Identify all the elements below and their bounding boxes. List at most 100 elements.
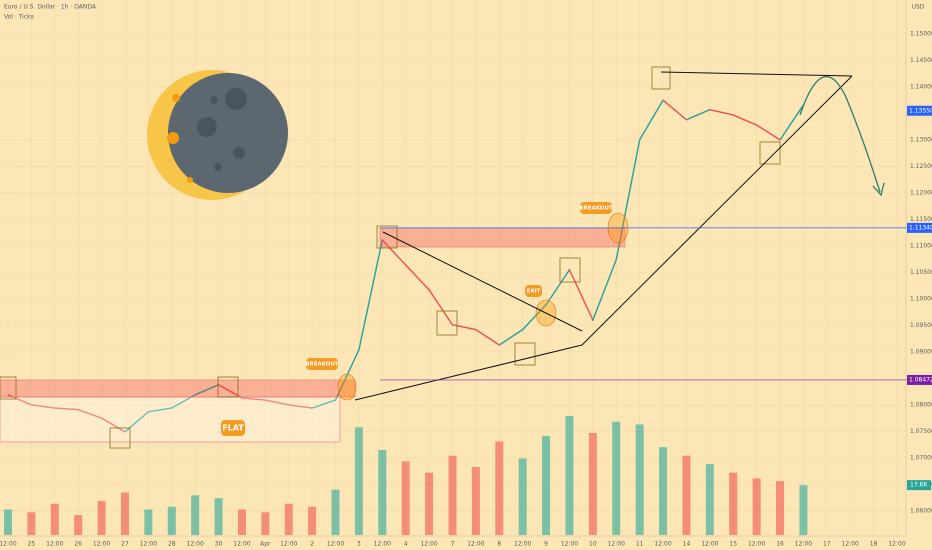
volume-bar <box>705 464 714 535</box>
price-segment <box>405 264 430 291</box>
x-tick-label: 12:00 <box>187 541 204 548</box>
volume-bar <box>635 424 644 535</box>
volume-bar <box>214 498 223 535</box>
price-segment <box>288 404 313 409</box>
price-segment <box>639 99 664 141</box>
last-price-label: 1.13550 <box>909 107 932 114</box>
annotation: FLAT <box>222 424 244 433</box>
price-segment <box>311 399 336 409</box>
volume-bar <box>799 485 808 535</box>
title: Euro / U.S. Dollar · 1h · OANDA <box>4 4 97 11</box>
price-segment <box>358 239 384 350</box>
x-tick-label: 28 <box>168 541 176 548</box>
subtitle: Vol · Ticks <box>4 14 34 21</box>
price-segment <box>77 408 102 419</box>
x-tick-label: 12:00 <box>701 541 718 548</box>
x-tick-label: 8 <box>497 541 501 548</box>
x-tick-label: 12:00 <box>420 541 437 548</box>
x-tick-label: 12:00 <box>795 541 812 548</box>
tag-bg <box>580 202 612 214</box>
volume-label: 17.6K <box>910 482 928 489</box>
x-tick-label: 30 <box>215 541 223 548</box>
volume-bar <box>308 506 317 535</box>
y-tick-label: 1.14500 <box>910 57 932 64</box>
volume-bar <box>284 503 293 535</box>
volume-badge <box>907 480 931 491</box>
x-tick-label: 2 <box>310 541 314 548</box>
x-tick-label: 12:00 <box>140 541 157 548</box>
volume-bar <box>425 472 434 535</box>
volume-bar <box>167 506 176 535</box>
y-tick-label: 1.10000 <box>910 295 932 302</box>
volume-bar <box>401 461 410 535</box>
price-segment <box>265 399 289 406</box>
price-segment <box>334 349 360 401</box>
x-tick-label: 14 <box>683 541 691 548</box>
x-tick-label: 12:00 <box>93 541 110 548</box>
volume-bar <box>144 509 153 535</box>
x-tick-label: 12:00 <box>888 541 905 548</box>
y-tick-label: 1.07500 <box>910 428 932 435</box>
price-segment <box>686 109 711 121</box>
x-tick-label: 11 <box>636 541 644 548</box>
x-tick-label: 12:00 <box>374 541 391 548</box>
resistance-zone <box>379 227 626 248</box>
volume-bar <box>752 478 761 535</box>
price-badge-label: 1.08472 <box>909 376 932 383</box>
x-tick-label: 15 <box>729 541 737 548</box>
last-price-badge <box>907 105 932 116</box>
price-segment <box>31 404 55 409</box>
price-segment <box>592 259 617 321</box>
price-segment <box>124 411 149 433</box>
x-tick-label: 16 <box>776 541 784 548</box>
volume-bar <box>261 512 270 535</box>
volume-bar <box>448 455 457 535</box>
volume-bar <box>659 447 668 535</box>
x-tick-label: 9 <box>544 541 548 548</box>
volume-bar <box>518 458 527 535</box>
x-tick-label: 7 <box>451 541 455 548</box>
price-segment <box>709 109 734 116</box>
price-segment <box>498 329 524 346</box>
price-segment <box>615 139 641 260</box>
y-tick-label: 1.14000 <box>910 83 932 90</box>
price-segment <box>148 407 172 413</box>
tag-bg <box>306 358 338 370</box>
volume-bar <box>237 509 246 535</box>
x-tick-label: 3 <box>357 541 361 548</box>
boxes <box>0 66 781 449</box>
price-badge <box>907 222 932 233</box>
tag-bg <box>221 420 245 436</box>
price-segment <box>452 324 477 331</box>
price-segment <box>522 304 547 331</box>
x-tick-label: 12:00 <box>608 541 625 548</box>
volume-bar <box>588 433 597 535</box>
y-tick-label: 1.12500 <box>910 163 932 170</box>
x-tick-label: 12:00 <box>561 541 578 548</box>
x-tick-label: 10 <box>589 541 597 548</box>
volume-bar <box>542 435 551 535</box>
x-tick-label: 12:00 <box>0 541 17 548</box>
x-tick-label: 12:00 <box>46 541 63 548</box>
volume-bar <box>4 509 12 535</box>
volume-bar <box>729 472 738 535</box>
price-segment <box>732 114 757 126</box>
volume-bar <box>27 512 36 535</box>
volume-bar <box>120 492 129 535</box>
price-segment <box>475 329 500 346</box>
y-tick-label: 1.09500 <box>910 322 932 329</box>
price-segment <box>381 239 407 266</box>
y-tick-label: 1.09000 <box>910 348 932 355</box>
volume-bar <box>74 515 83 535</box>
volume-bar <box>495 441 504 535</box>
volume-bar <box>471 467 480 535</box>
x-tick-label: 25 <box>28 541 36 548</box>
x-tick-label: 12:00 <box>748 541 765 548</box>
volume-bar <box>378 450 387 535</box>
x-tick-label: 17 <box>823 541 831 548</box>
x-tick-label: 27 <box>121 541 129 548</box>
price-badge-label: 1.11340 <box>909 224 932 231</box>
arrow-head <box>872 182 885 197</box>
projection-arrow <box>799 75 881 193</box>
